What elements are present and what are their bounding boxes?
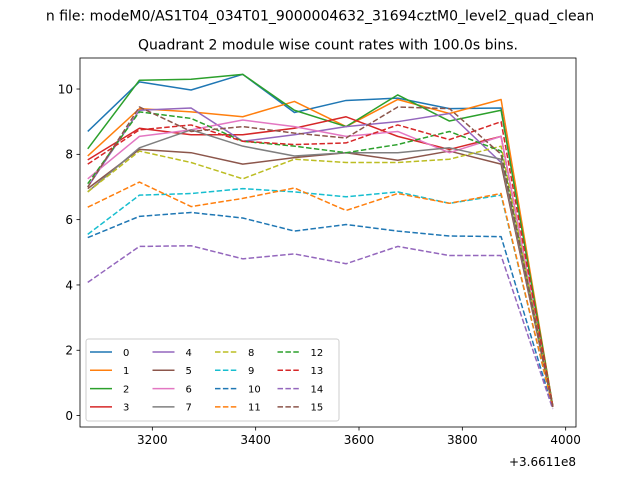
x-tick-label: 3800: [447, 433, 478, 447]
legend-label-15: 15: [311, 403, 324, 414]
legend-label-9: 9: [248, 366, 254, 377]
legend-label-13: 13: [311, 366, 324, 377]
legend-label-6: 6: [186, 384, 192, 395]
series-line-4: [87, 107, 554, 407]
y-tick-label: 4: [65, 278, 73, 292]
x-offset-text: +3.6611e8: [509, 455, 576, 469]
legend-label-14: 14: [311, 384, 324, 395]
series-line-6: [87, 119, 554, 407]
figure-suptitle: n file: modeM0/AS1T04_034T01_9000004632_…: [46, 9, 594, 25]
legend-label-5: 5: [186, 366, 192, 377]
legend-label-2: 2: [123, 384, 129, 395]
y-tick-label: 6: [65, 213, 73, 227]
y-tick-label: 10: [58, 82, 73, 96]
series-line-2: [87, 73, 554, 406]
series-line-9: [87, 187, 554, 408]
series-line-11: [87, 181, 554, 408]
series-line-14: [87, 245, 554, 410]
legend-label-8: 8: [248, 348, 254, 359]
series-line-12: [87, 111, 554, 407]
series-line-1: [87, 98, 554, 406]
series-line-10: [87, 211, 554, 409]
legend-label-10: 10: [248, 384, 261, 395]
series-line-7: [87, 129, 554, 407]
x-tick-label: 3400: [240, 433, 271, 447]
legend-box: [85, 338, 340, 422]
legend-label-4: 4: [186, 348, 192, 359]
series-line-15: [87, 106, 554, 408]
plot-area: 3200 3400 3600 3800 400002468100123456789101…: [58, 57, 581, 447]
x-tick-label: 3600: [344, 433, 375, 447]
series-line-3: [87, 116, 554, 407]
axes-frame: [79, 57, 577, 428]
x-tick-label: 4000: [550, 433, 581, 447]
legend-label-11: 11: [248, 403, 261, 414]
series-line-5: [87, 148, 554, 407]
y-tick-label: 0: [65, 409, 73, 423]
chart-title: Quadrant 2 module wise count rates with …: [138, 38, 518, 54]
legend-label-1: 1: [123, 366, 129, 377]
series-line-0: [87, 73, 554, 406]
y-tick-label: 8: [65, 148, 73, 162]
legend-label-0: 0: [123, 348, 129, 359]
legend-label-7: 7: [186, 403, 192, 414]
legend-label-12: 12: [311, 348, 324, 359]
legend-label-3: 3: [123, 403, 129, 414]
x-tick-label: 3200: [137, 433, 168, 447]
series-line-8: [87, 145, 554, 407]
y-tick-label: 2: [65, 344, 73, 358]
